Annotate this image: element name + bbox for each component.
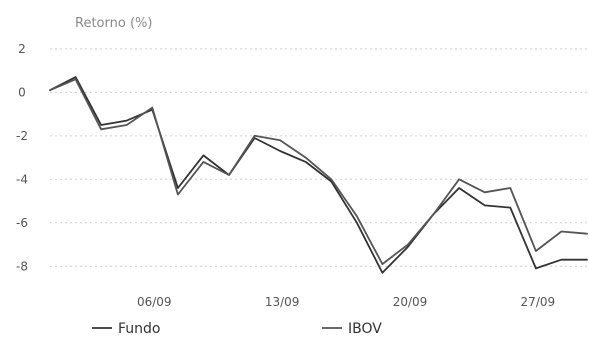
- y-tick-label: -6: [16, 216, 28, 230]
- x-tick-labels: 06/09 13/09 20/09 27/09: [137, 295, 555, 309]
- y-tick-label: 2: [18, 42, 26, 56]
- gridlines: [50, 48, 587, 267]
- y-tick-label: -8: [16, 259, 28, 273]
- series-line-ibov: [49, 78, 588, 266]
- y-tick-labels: 2 0 -2 -4 -6 -8: [16, 42, 28, 273]
- x-tick-label: 06/09: [137, 295, 172, 309]
- series-line-fundo: [49, 76, 588, 274]
- x-tick-label: 13/09: [265, 295, 300, 309]
- y-tick-label: -2: [16, 129, 28, 143]
- legend: Fundo IBOV: [92, 321, 382, 337]
- x-tick-label: 27/09: [521, 295, 556, 309]
- legend-label-fundo: Fundo: [118, 321, 161, 337]
- series-lines: [49, 76, 588, 274]
- x-tick-label: 20/09: [393, 295, 428, 309]
- y-tick-label: -4: [16, 172, 28, 186]
- legend-label-ibov: IBOV: [348, 321, 382, 337]
- y-axis-label: Retorno (%): [75, 16, 152, 31]
- y-tick-label: 0: [18, 85, 26, 99]
